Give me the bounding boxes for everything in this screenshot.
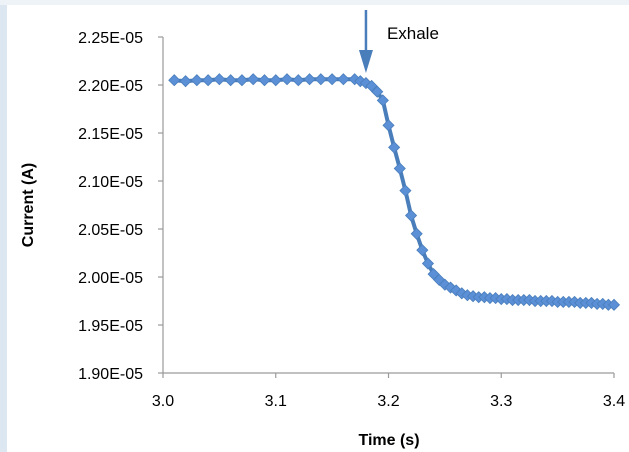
data-point-marker — [258, 74, 271, 87]
x-ticks: 3.0 3.1 3.2 3.3 3.4 — [152, 373, 625, 410]
data-point-marker — [444, 281, 457, 294]
data-point-marker — [421, 257, 435, 270]
data-point-marker — [416, 244, 429, 257]
y-tick-label: 1.90E-05 — [78, 366, 143, 383]
data-point-marker — [382, 119, 395, 132]
series-layer — [168, 73, 621, 311]
data-point-marker — [168, 74, 181, 87]
x-tick-label: 3.2 — [377, 393, 399, 410]
data-point-marker — [314, 73, 327, 86]
data-point-marker — [393, 162, 406, 175]
data-point-marker — [179, 75, 192, 88]
axes — [162, 37, 614, 374]
data-point-marker — [376, 94, 389, 107]
series-line — [174, 77, 614, 307]
data-point-marker — [213, 73, 226, 86]
y-tick-label: 2.25E-05 — [78, 30, 143, 47]
x-tick-label: 3.4 — [603, 393, 625, 410]
x-tick-label: 3.1 — [265, 393, 287, 410]
data-point-marker — [410, 227, 423, 240]
y-tick-label: 1.95E-05 — [78, 318, 143, 335]
data-point-marker — [292, 74, 305, 87]
data-point-marker — [224, 74, 237, 87]
y-tick-label: 2.00E-05 — [78, 270, 143, 287]
data-point-marker — [404, 209, 418, 222]
data-point-marker — [280, 73, 294, 86]
data-point-marker — [388, 141, 401, 154]
y-tick-label: 2.20E-05 — [78, 78, 143, 95]
data-point-marker — [247, 73, 260, 86]
x-tick-label: 3.3 — [490, 393, 512, 410]
x-axis-title: Time (s) — [358, 432, 419, 449]
top-border-band — [0, 0, 629, 5]
data-point-marker — [190, 74, 203, 87]
data-point-marker — [607, 298, 621, 311]
data-point-marker — [337, 73, 350, 86]
data-point-marker — [269, 74, 282, 87]
x-tick-label: 3.0 — [152, 393, 174, 410]
data-point-marker — [235, 74, 248, 87]
data-point-marker — [399, 184, 412, 197]
data-point-marker — [202, 74, 215, 87]
data-point-marker — [303, 73, 316, 86]
y-tick-label: 2.15E-05 — [78, 126, 143, 143]
exhale-annotation: Exhale — [358, 10, 439, 73]
left-border-band — [0, 0, 7, 452]
y-tick-label: 2.10E-05 — [78, 174, 143, 191]
exhale-label: Exhale — [387, 24, 439, 43]
data-point-marker — [371, 85, 384, 98]
y-tick-label: 2.05E-05 — [78, 222, 143, 239]
y-axis-title: Current (A) — [20, 163, 37, 247]
exhale-arrow-head — [358, 50, 373, 73]
y-ticks: 1.90E-05 1.95E-05 2.00E-05 2.05E-05 2.10E-05… — [78, 30, 163, 383]
data-point-marker — [326, 73, 339, 86]
